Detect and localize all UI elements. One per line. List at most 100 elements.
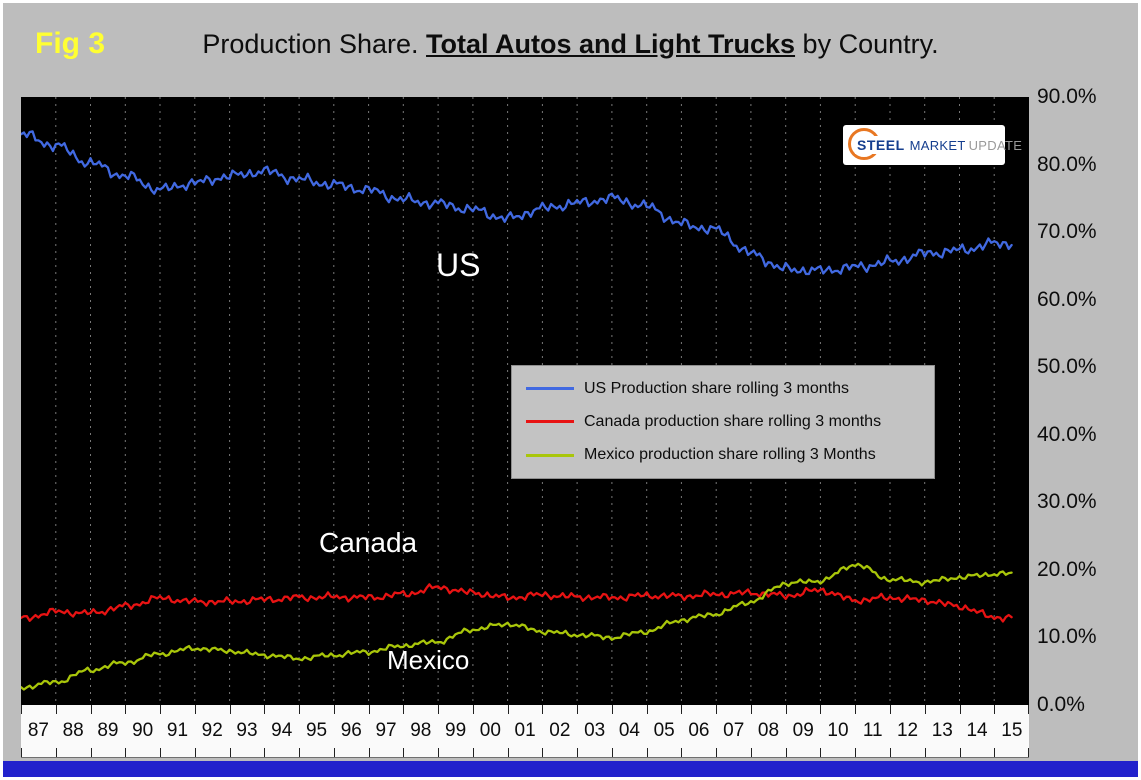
axis-tick xyxy=(611,748,613,757)
axis-tick xyxy=(785,748,787,757)
axis-tick xyxy=(264,748,266,757)
series-label-mexico: Mexico xyxy=(387,645,470,675)
x-axis-label: 10 xyxy=(827,720,849,741)
axis-tick xyxy=(1028,748,1029,757)
x-axis-label: 87 xyxy=(27,720,49,741)
legend-row-canada: Canada production share rolling 3 months xyxy=(526,413,920,431)
y-axis-label: 40.0% xyxy=(1037,422,1097,446)
axis-tick xyxy=(750,748,752,757)
axis-tick xyxy=(542,748,544,757)
axis-tick xyxy=(333,748,335,757)
x-axis-label: 99 xyxy=(445,720,467,741)
axis-tick xyxy=(438,705,440,714)
y-axis-label: 10.0% xyxy=(1037,625,1097,649)
x-axis-label: 91 xyxy=(166,720,189,741)
y-axis-label: 60.0% xyxy=(1037,287,1097,311)
axis-tick xyxy=(681,748,683,757)
axis-tick xyxy=(229,705,231,714)
axis-tick xyxy=(90,748,92,757)
x-axis-label: 01 xyxy=(514,720,536,741)
axis-tick xyxy=(507,748,509,757)
legend-swatch-canada xyxy=(526,420,574,424)
axis-tick xyxy=(716,705,718,714)
chart-lines-svg xyxy=(21,97,1013,705)
x-axis-label: 07 xyxy=(723,720,745,741)
axis-tick xyxy=(194,705,196,714)
axis-tick xyxy=(785,705,787,714)
legend: US Production share rolling 3 months Can… xyxy=(511,365,935,479)
axis-tick xyxy=(472,705,474,714)
y-axis-label: 70.0% xyxy=(1037,220,1097,244)
title-prefix: Production Share. xyxy=(202,29,427,59)
legend-label-us: US Production share rolling 3 months xyxy=(584,379,850,397)
bottom-bar xyxy=(3,761,1138,777)
x-axis-label: 15 xyxy=(1001,720,1023,741)
axis-tick xyxy=(194,748,196,757)
logo-word-steel: STEEL xyxy=(855,136,907,154)
axis-tick xyxy=(299,748,301,757)
x-axis-label: 11 xyxy=(862,720,883,741)
axis-tick xyxy=(125,748,127,757)
legend-row-mexico: Mexico production share rolling 3 Months xyxy=(526,446,920,464)
axis-tick xyxy=(855,705,857,714)
axis-tick xyxy=(229,748,231,757)
x-axis-label: 93 xyxy=(236,720,258,741)
title-emphasis: Total Autos and Light Trucks xyxy=(426,29,796,59)
axis-tick xyxy=(924,705,926,714)
x-axis-label: 14 xyxy=(966,720,988,741)
legend-row-us: US Production share rolling 3 months xyxy=(526,380,920,398)
y-axis-label: 90.0% xyxy=(1037,85,1097,108)
axis-tick xyxy=(750,705,752,714)
axis-tick xyxy=(55,748,57,757)
axis-tick xyxy=(299,705,301,714)
title-suffix: by Country. xyxy=(795,29,939,59)
axis-tick xyxy=(403,705,405,714)
axis-tick xyxy=(90,705,92,714)
axis-tick xyxy=(681,705,683,714)
legend-swatch-us xyxy=(526,387,574,391)
x-axis-label: 00 xyxy=(479,720,501,741)
axis-tick xyxy=(577,705,579,714)
axis-tick xyxy=(333,705,335,714)
axis-tick xyxy=(646,748,648,757)
x-axis-label: 13 xyxy=(931,720,953,741)
axis-tick xyxy=(160,705,161,714)
y-axis-label: 30.0% xyxy=(1037,490,1097,514)
x-axis-label: 04 xyxy=(618,720,640,741)
logo-word-market: MARKET xyxy=(909,137,966,153)
x-axis-label: 97 xyxy=(375,720,397,741)
axis-tick xyxy=(507,705,509,714)
axis-tick xyxy=(820,748,822,757)
legend-label-canada: Canada production share rolling 3 months xyxy=(584,412,882,430)
logo-word-update: UPDATE xyxy=(968,137,1023,153)
axis-tick xyxy=(959,705,961,714)
axis-tick xyxy=(959,748,961,757)
chart-title: Production Share. Total Autos and Light … xyxy=(3,29,1138,60)
axis-tick xyxy=(403,748,405,757)
y-axis-label: 80.0% xyxy=(1037,152,1097,176)
fig-label: Fig 3 xyxy=(35,27,106,60)
axis-tick xyxy=(577,748,579,757)
y-axis-label: 20.0% xyxy=(1037,557,1097,581)
x-axis-label: 89 xyxy=(97,720,119,741)
x-axis-label: 92 xyxy=(201,720,223,741)
x-axis-label: 98 xyxy=(410,720,432,741)
x-axis: 87 88 89 90 91 92 93 94 95 96 97 98 99 00 01 02 03 04 05 06… xyxy=(21,705,1029,758)
axis-tick xyxy=(264,705,266,714)
y-axis-label: 0.0% xyxy=(1037,693,1085,716)
x-axis-label: 05 xyxy=(653,720,675,741)
axis-tick xyxy=(890,705,891,714)
x-axis-label: 12 xyxy=(896,720,919,741)
axis-tick xyxy=(542,705,544,714)
axis-tick xyxy=(1028,705,1029,714)
legend-swatch-mexico xyxy=(526,453,574,457)
x-axis-label: 08 xyxy=(757,720,780,741)
axis-tick xyxy=(716,748,718,757)
series-label-us: US xyxy=(436,247,481,283)
x-axis-label: 95 xyxy=(305,720,328,741)
axis-tick xyxy=(994,748,996,757)
series-label-canada: Canada xyxy=(319,527,418,558)
axis-tick xyxy=(55,705,57,714)
y-axis: 90.0% 80.0% 70.0% 60.0% 50.0% 40.0% 30.0% 20.0%… xyxy=(1037,85,1137,716)
